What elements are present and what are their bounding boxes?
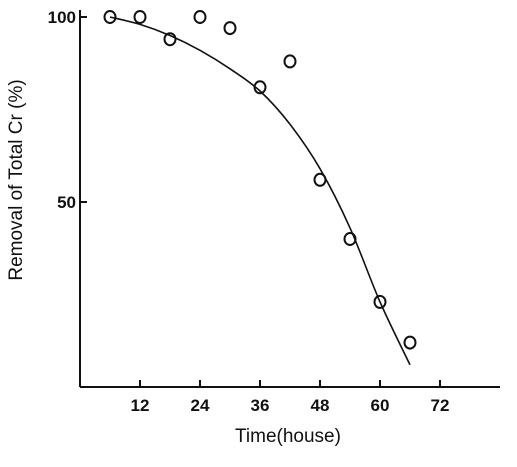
- x-axis-title: Time(house): [235, 426, 341, 447]
- x-tick-label: 48: [311, 396, 330, 415]
- data-point: [133, 10, 147, 24]
- x-tick-label: 72: [431, 396, 450, 415]
- fitted-curve: [109, 16, 411, 366]
- data-point: [403, 335, 417, 350]
- data-point: [343, 232, 357, 246]
- data-point: [163, 32, 177, 47]
- x-tick-label: 12: [131, 396, 150, 415]
- data-points-layer: [103, 10, 417, 350]
- x-tick-label: 60: [371, 396, 390, 415]
- fitted-curve-layer: [109, 16, 411, 366]
- y-tick-label: 100: [48, 8, 76, 27]
- data-point: [283, 54, 297, 69]
- chart-axes: [79, 10, 500, 388]
- x-tick-label: 24: [191, 396, 210, 415]
- y-tick-label: 50: [57, 193, 76, 212]
- chart-ticks: 12 24 36 48 60 72 50 100: [48, 8, 450, 415]
- data-point: [223, 21, 237, 36]
- data-point: [103, 10, 117, 24]
- data-point: [373, 294, 387, 309]
- x-tick-label: 36: [251, 396, 270, 415]
- data-point: [193, 10, 207, 24]
- y-axis-title: Removal of Total Cr (%): [6, 79, 27, 280]
- data-point: [253, 80, 267, 95]
- data-point: [313, 172, 327, 187]
